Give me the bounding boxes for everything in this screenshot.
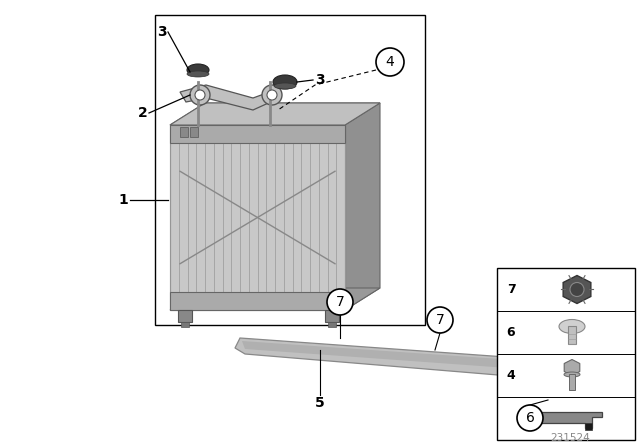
Polygon shape [535,388,575,412]
Circle shape [517,405,543,431]
Circle shape [267,90,277,100]
Polygon shape [564,359,580,375]
Ellipse shape [559,319,585,333]
Text: 3: 3 [157,25,167,39]
Bar [170,125,345,143]
Polygon shape [170,103,380,125]
Circle shape [376,48,404,76]
Ellipse shape [274,83,296,89]
Ellipse shape [187,71,209,77]
Polygon shape [242,341,555,393]
Text: 7: 7 [335,295,344,309]
Text: 7: 7 [507,283,515,296]
Circle shape [262,85,282,105]
Text: 231524: 231524 [550,433,590,443]
Polygon shape [170,288,380,310]
Bar [181,322,189,327]
Circle shape [555,397,561,403]
Text: 5: 5 [315,396,325,410]
Polygon shape [525,413,602,428]
Text: 3: 3 [315,73,325,87]
Bar [155,15,425,325]
Ellipse shape [187,64,209,76]
Text: 6: 6 [525,411,534,425]
Bar [328,322,336,327]
Text: 7: 7 [436,313,444,327]
Bar [568,327,576,345]
Polygon shape [563,276,591,303]
Polygon shape [325,310,339,322]
Polygon shape [180,85,275,110]
Polygon shape [585,423,592,431]
Circle shape [427,307,453,333]
Polygon shape [170,103,380,125]
Polygon shape [178,310,192,322]
Ellipse shape [273,75,297,89]
Circle shape [327,289,353,315]
Bar [180,127,188,137]
Polygon shape [235,338,565,402]
Bar [170,292,345,310]
Text: 4: 4 [507,369,515,382]
Text: 2: 2 [138,106,148,120]
Bar [569,375,575,391]
Polygon shape [345,103,380,310]
Bar [170,125,345,310]
Ellipse shape [564,372,580,377]
Text: 1: 1 [118,193,128,207]
Circle shape [570,283,584,297]
Circle shape [195,90,205,100]
Bar [190,127,198,137]
Bar [497,268,635,440]
Text: 6: 6 [507,326,515,339]
Circle shape [190,85,210,105]
Text: 4: 4 [386,55,394,69]
